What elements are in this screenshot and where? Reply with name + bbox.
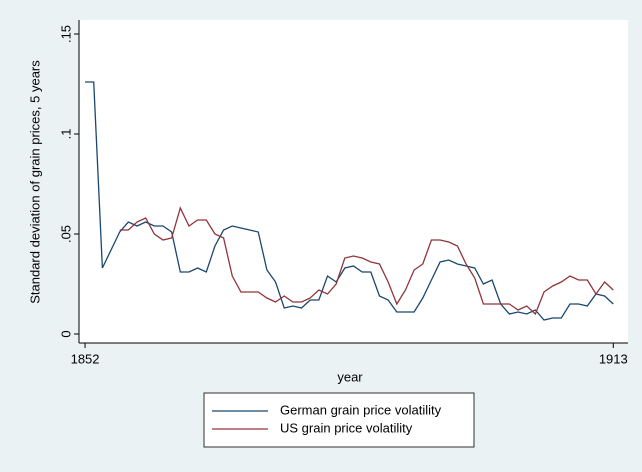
series-line bbox=[119, 206, 614, 316]
x-axis-title: year bbox=[337, 369, 363, 384]
y-tick-label: 0 bbox=[58, 330, 73, 337]
x-tick-label: 1852 bbox=[71, 351, 100, 366]
y-tick-label: .1 bbox=[58, 129, 73, 140]
plot-area bbox=[79, 20, 628, 343]
legend bbox=[203, 392, 475, 448]
series-line bbox=[85, 81, 614, 321]
y-axis-title: Standard deviation of grain prices, 5 ye… bbox=[27, 60, 42, 304]
y-tick-label: .05 bbox=[58, 225, 73, 243]
legend-label: German grain price volatility bbox=[280, 402, 442, 417]
x-tick-label: 1913 bbox=[599, 351, 628, 366]
legend-label: US grain price volatility bbox=[280, 420, 413, 435]
y-tick-label: .15 bbox=[58, 25, 73, 43]
